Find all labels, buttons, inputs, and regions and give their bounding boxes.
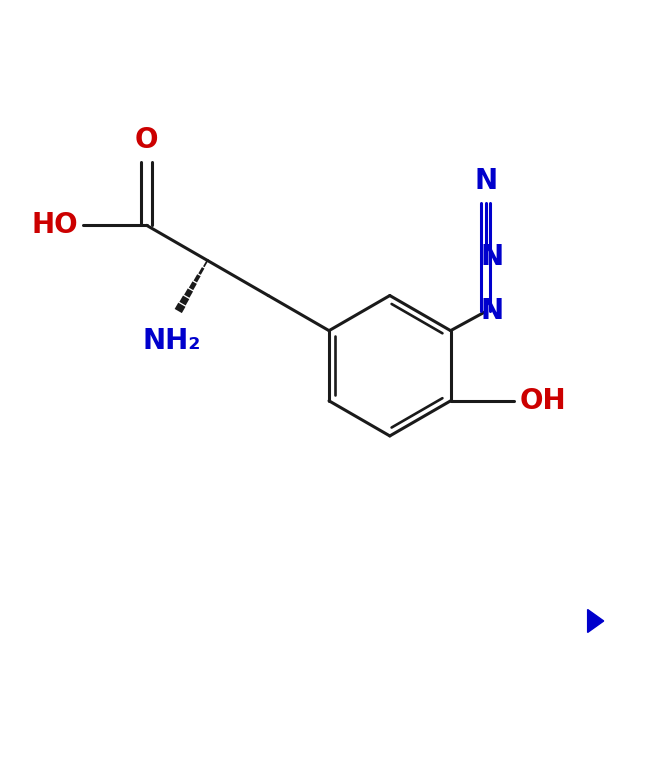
Text: N: N xyxy=(481,243,503,271)
Text: NH₂: NH₂ xyxy=(142,327,200,355)
Text: N: N xyxy=(474,167,497,195)
Text: N: N xyxy=(481,298,503,326)
Text: OH: OH xyxy=(519,387,566,415)
Text: HO: HO xyxy=(31,211,78,239)
Text: O: O xyxy=(135,126,158,154)
Polygon shape xyxy=(587,609,604,632)
